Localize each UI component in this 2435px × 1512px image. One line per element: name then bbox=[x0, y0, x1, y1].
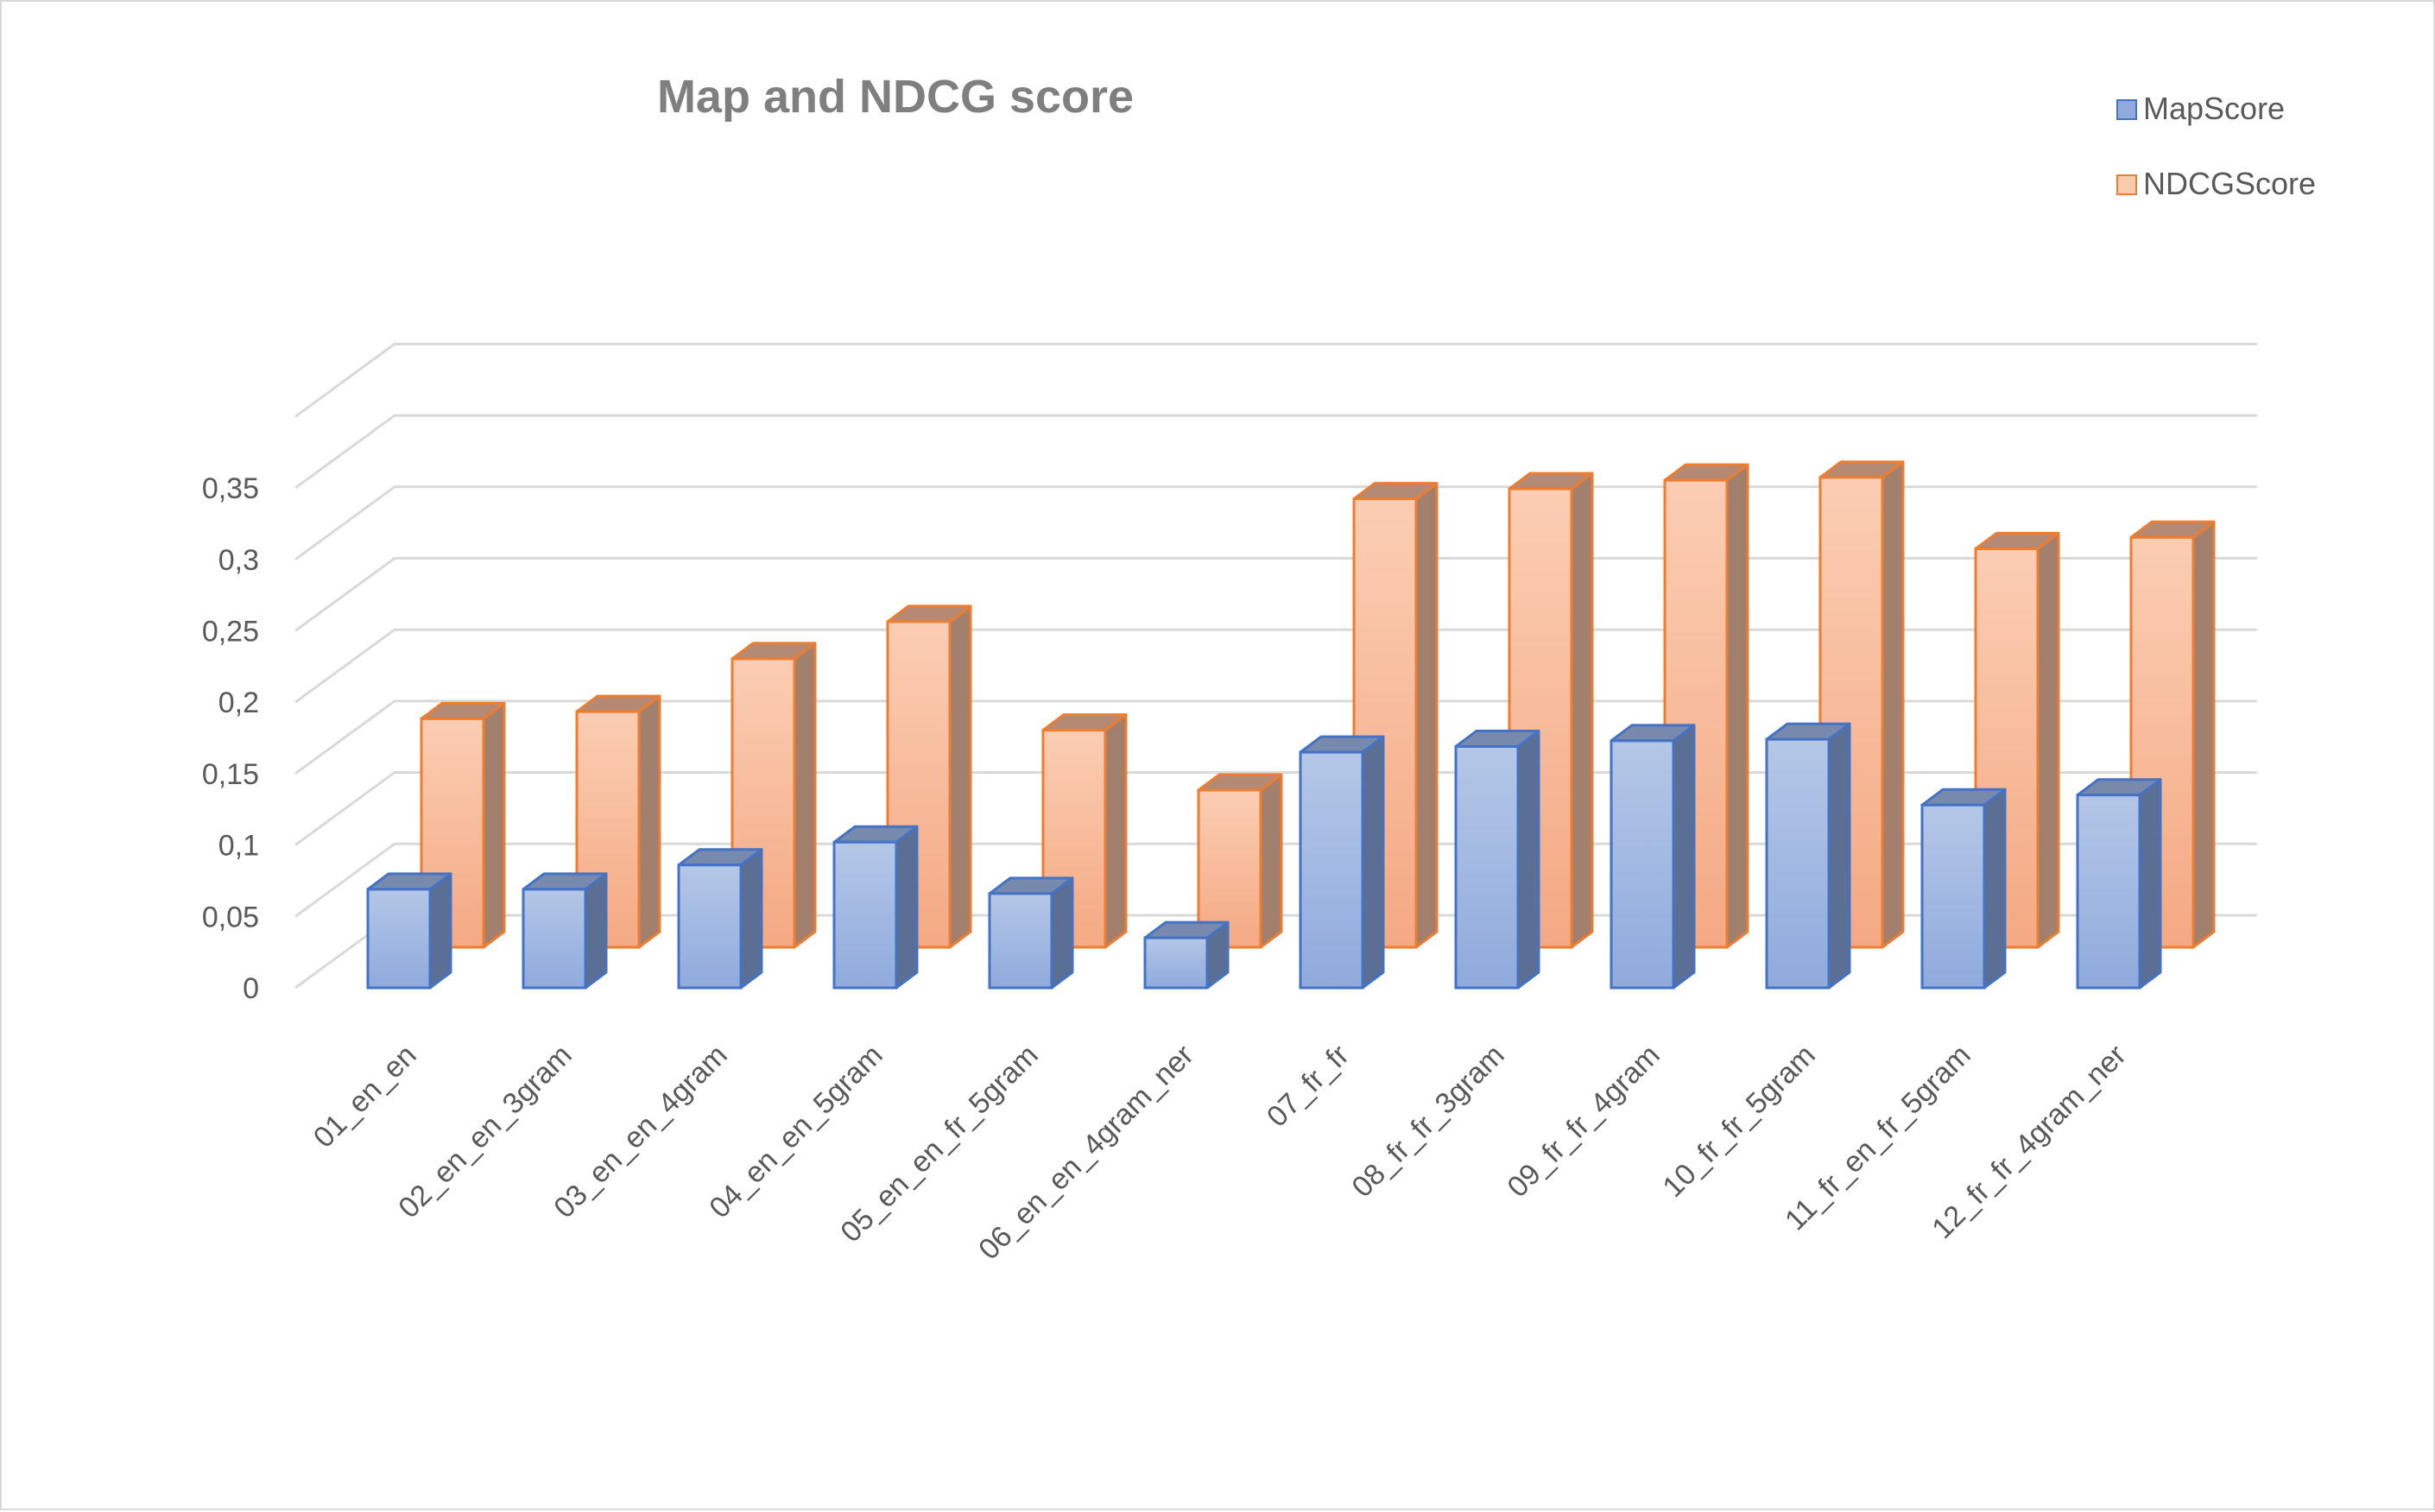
legend-swatch-ndcgscore bbox=[2116, 174, 2137, 195]
gridline bbox=[294, 699, 2257, 775]
bar-mapscore-02_en_en_3gram bbox=[522, 872, 608, 990]
y-tick-label: 0,25 bbox=[202, 616, 259, 648]
bar-mapscore-04_en_en_5gram bbox=[832, 825, 919, 990]
x-category-label: 09_fr_fr_4gram bbox=[1501, 1039, 1666, 1204]
x-category-label: 07_fr_fr bbox=[1261, 1039, 1356, 1134]
bar-mapscore-11_fr_en_fr_5gram bbox=[1920, 788, 2007, 990]
x-category-label: 01_en_en bbox=[307, 1039, 423, 1155]
bar-ndcgscore-01_en_en bbox=[420, 701, 506, 949]
bar-mapscore-09_fr_fr_4gram bbox=[1610, 724, 1696, 990]
y-tick-label: 0,2 bbox=[218, 686, 259, 719]
legend: MapScore NDCGScore bbox=[2116, 91, 2316, 201]
bar-mapscore-12_fr_fr_4gram_ner bbox=[2076, 778, 2162, 990]
gridline bbox=[294, 628, 2257, 704]
bar-ndcgscore-04_en_en_5gram bbox=[886, 604, 972, 949]
y-tick-label: 0,15 bbox=[202, 758, 259, 791]
x-category-label: 03_en_en_4gram bbox=[547, 1039, 733, 1224]
bar-mapscore-05_en_en_fr_5gram bbox=[988, 876, 1074, 990]
bar-mapscore-08_fr_fr_3gram bbox=[1454, 729, 1540, 990]
gridline bbox=[294, 557, 2257, 632]
y-tick-label: 0,1 bbox=[218, 830, 259, 863]
x-category-label: 10_fr_fr_5gram bbox=[1656, 1039, 1821, 1204]
legend-swatch-mapscore bbox=[2116, 99, 2137, 120]
gridline bbox=[294, 342, 2257, 418]
bar-mapscore-01_en_en bbox=[366, 872, 452, 990]
bar-ndcgscore-06_en_en_4gram_ner bbox=[1197, 773, 1283, 949]
bar-ndcgscore-09_fr_fr_4gram bbox=[1663, 463, 1749, 949]
bars bbox=[366, 460, 2216, 990]
y-tick-label: 0,3 bbox=[218, 544, 259, 577]
bar-mapscore-03_en_en_4gram bbox=[677, 848, 763, 990]
y-axis-ticks: 0 0,05 0,1 0,15 0,2 0,25 0,3 0,35 bbox=[202, 472, 259, 1005]
x-category-label: 08_fr_fr_3gram bbox=[1345, 1039, 1510, 1204]
bar-mapscore-07_fr_fr bbox=[1299, 735, 1385, 990]
bar-mapscore-06_en_en_4gram_ner bbox=[1143, 920, 1230, 990]
gridline bbox=[294, 414, 2257, 490]
y-tick-label: 0 bbox=[243, 972, 259, 1005]
chart-title: Map and NDCG score bbox=[657, 71, 1134, 123]
x-category-label: 04_en_en_5gram bbox=[703, 1039, 889, 1224]
legend-label-ndcgscore: NDCGScore bbox=[2143, 166, 2316, 201]
gridlines bbox=[294, 342, 2257, 990]
y-tick-label: 0,35 bbox=[202, 472, 259, 505]
gridline bbox=[294, 485, 2257, 561]
x-category-label: 02_en_en_3gram bbox=[392, 1039, 578, 1224]
x-axis-categories: 01_en_en02_en_en_3gram03_en_en_4gram04_e… bbox=[307, 1039, 2133, 1266]
bar-mapscore-10_fr_fr_5gram bbox=[1765, 722, 1851, 990]
y-tick-label: 0,05 bbox=[202, 901, 259, 933]
legend-label-mapscore: MapScore bbox=[2143, 91, 2285, 126]
